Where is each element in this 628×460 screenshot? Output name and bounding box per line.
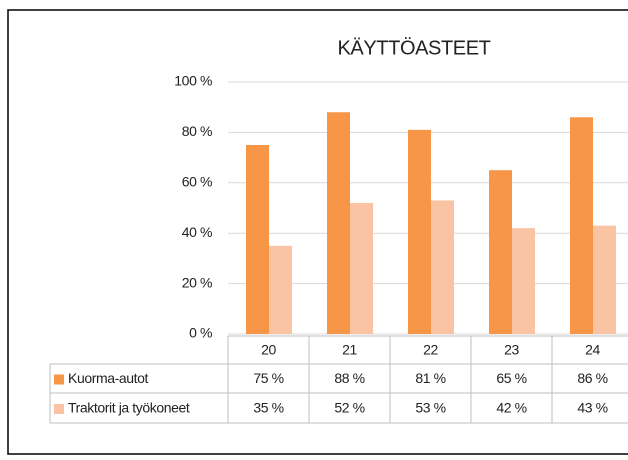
data-label: 35 % [253, 400, 283, 416]
bar [570, 117, 593, 334]
x-tick-label: 22 [423, 342, 438, 358]
bar [512, 228, 535, 334]
bar [593, 225, 616, 334]
legend-key [54, 404, 64, 414]
data-label: 75 % [253, 370, 283, 386]
y-tick-label: 60 % [182, 174, 212, 190]
bar [246, 145, 269, 334]
data-label: 65 % [496, 370, 526, 386]
data-label: 43 % [577, 400, 607, 416]
data-label: 88 % [334, 370, 364, 386]
y-tick-label: 80 % [182, 123, 212, 139]
y-tick-label: 20 % [182, 274, 212, 290]
bar [431, 200, 454, 334]
x-tick-label: 24 [585, 342, 600, 358]
data-label: 53 % [415, 400, 445, 416]
data-label: 86 % [577, 370, 607, 386]
data-label: 52 % [334, 400, 364, 416]
bar [350, 202, 373, 334]
y-tick-label: 100 % [174, 73, 212, 89]
x-tick-label: 20 [261, 342, 276, 358]
x-tick-label: 23 [504, 342, 519, 358]
bar [408, 129, 431, 334]
bar [327, 112, 350, 335]
x-tick-label: 21 [342, 342, 357, 358]
data-label: 81 % [415, 370, 445, 386]
chart-title: KÄYTTÖASTEET [337, 37, 490, 59]
data-label: 42 % [496, 400, 526, 416]
y-tick-label: 0 % [189, 325, 212, 341]
legend-key [54, 374, 64, 385]
legend-label: Kuorma-autot [68, 370, 149, 386]
bar [489, 170, 512, 334]
y-tick-label: 40 % [182, 224, 212, 240]
legend-label: Traktorit ja työkoneet [68, 400, 190, 416]
bar [269, 245, 292, 334]
